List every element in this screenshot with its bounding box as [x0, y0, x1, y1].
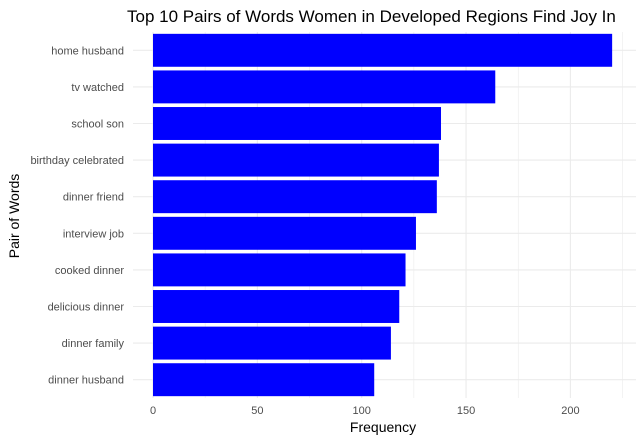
y-axis-title: Pair of Words [6, 174, 22, 259]
bar [153, 326, 391, 360]
x-tick-label: 0 [150, 405, 156, 417]
x-tick-labels: 0 50 100 150 200 [150, 405, 580, 417]
bar [153, 253, 406, 287]
bar [153, 363, 375, 397]
x-tick-label: 50 [251, 405, 263, 417]
x-tick-label: 150 [457, 405, 475, 417]
x-axis-title: Frequency [350, 419, 416, 435]
y-tick-label: dinner friend [63, 192, 124, 204]
bar [153, 33, 613, 67]
bar-layer [153, 33, 613, 397]
bar [153, 216, 416, 250]
chart-title: Top 10 Pairs of Words Women in Developed… [127, 7, 616, 26]
bar [153, 180, 437, 214]
y-tick-label: home husband [51, 45, 124, 57]
y-tick-labels: home husband tv watched school son birthday… [30, 45, 124, 386]
bar [153, 70, 496, 104]
y-tick-label: dinner husband [48, 375, 124, 387]
x-tick-label: 100 [353, 405, 371, 417]
bar [153, 290, 400, 323]
y-tick-label: dinner family [62, 338, 125, 350]
x-tick-label: 200 [561, 405, 579, 417]
bar [153, 143, 439, 177]
y-tick-label: delicious dinner [48, 302, 125, 314]
y-tick-label: interview job [63, 228, 124, 240]
bar [153, 107, 442, 140]
y-tick-label: school son [71, 119, 124, 131]
y-tick-label: tv watched [71, 82, 124, 94]
y-tick-label: cooked dinner [55, 265, 124, 277]
y-tick-label: birthday celebrated [30, 155, 124, 167]
